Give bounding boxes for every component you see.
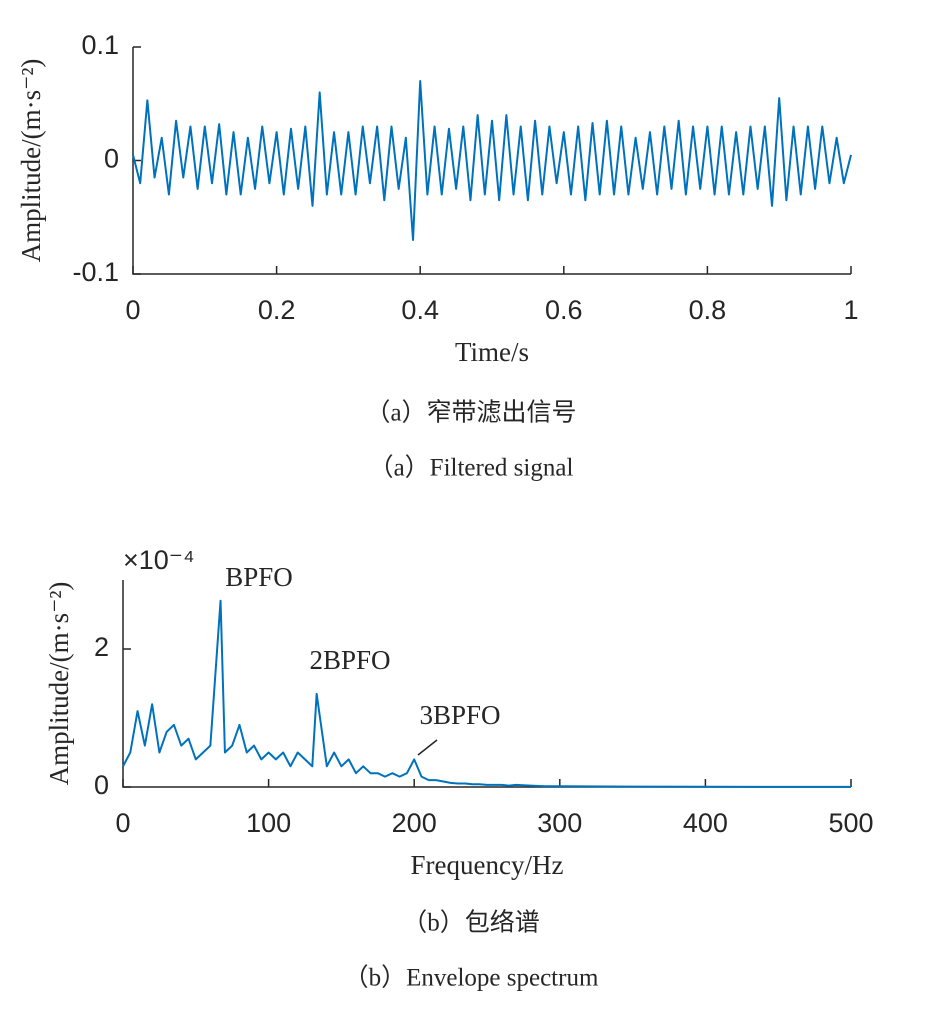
x-axis-label: Frequency/Hz xyxy=(411,850,564,880)
y-axis-label: Amplitude/(m·s⁻²) xyxy=(16,59,46,263)
x-tick-label: 300 xyxy=(537,808,582,838)
x-tick-label: 0 xyxy=(125,295,140,325)
annotation: BPFO xyxy=(225,562,293,592)
y-tick-label: -0.1 xyxy=(72,257,119,287)
y-tick-label: 2 xyxy=(94,632,109,662)
annotation-arrow xyxy=(417,739,438,756)
x-tick-label: 0 xyxy=(115,808,130,838)
x-tick-label: 500 xyxy=(828,808,873,838)
x-tick-label: 0.6 xyxy=(545,295,583,325)
annotation: 2BPFO xyxy=(309,645,390,675)
x-tick-label: 1 xyxy=(843,295,858,325)
y-axis-label: Amplitude/(m·s⁻²) xyxy=(44,582,74,786)
x-axis-label: Time/s xyxy=(455,337,529,367)
caption: （a）Filtered signal xyxy=(369,454,574,482)
y-tick-label: 0 xyxy=(104,144,119,174)
caption: （b）Envelope spectrum xyxy=(344,964,599,992)
y-tick-label: 0.1 xyxy=(81,30,119,60)
series-line xyxy=(122,599,851,788)
caption: （b）包络谱 xyxy=(402,909,540,937)
x-tick-label: 200 xyxy=(392,808,437,838)
x-tick-label: 100 xyxy=(246,808,291,838)
axes xyxy=(122,580,851,788)
x-tick-label: 400 xyxy=(683,808,728,838)
x-tick-label: 0.4 xyxy=(401,295,439,325)
y-tick-label: 0 xyxy=(94,770,109,800)
axis-multiplier: ×10⁻⁴ xyxy=(123,545,195,575)
x-tick-label: 0.8 xyxy=(689,295,727,325)
caption: （a）窄带滤出信号 xyxy=(365,399,576,427)
annotation: 3BPFO xyxy=(419,700,500,730)
series-line xyxy=(132,80,852,241)
axes xyxy=(132,47,851,275)
x-tick-label: 0.2 xyxy=(258,295,296,325)
